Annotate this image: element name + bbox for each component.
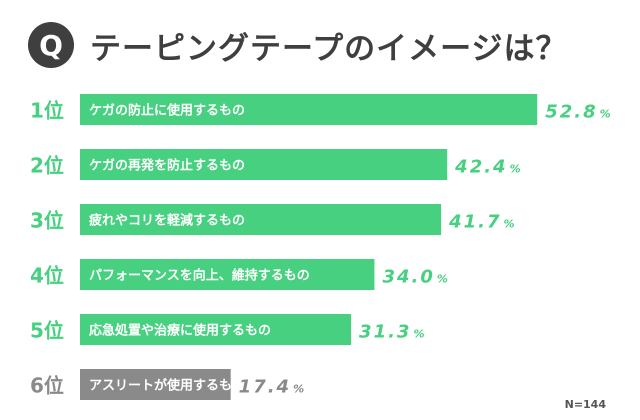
bar (80, 259, 375, 290)
bar (80, 204, 442, 235)
rank-label: 2位 (30, 154, 64, 178)
rank-label: 6位 (30, 374, 64, 398)
data-label: 42.4% (454, 157, 520, 178)
bar (80, 369, 231, 400)
question-badge: Q (28, 22, 74, 68)
chart-title: テーピングテープのイメージは？ (90, 30, 568, 67)
bar-category-label: パフォーマンスを向上、維持するもの (89, 268, 310, 284)
bar (80, 314, 352, 345)
bar (80, 149, 448, 180)
data-label: 52.8% (545, 102, 610, 123)
chart-header: Q テーピングテープのイメージは？ (28, 20, 568, 70)
bar-category-label: アスリートが使用するもの (89, 378, 245, 394)
rank-label: 1位 (30, 99, 64, 123)
sample-size: N=144 (564, 398, 606, 411)
data-label: 41.7% (448, 212, 514, 233)
data-label: 17.4% (239, 377, 304, 398)
data-label: 34.0% (382, 267, 447, 288)
bar-category-label: ケガの再発を防止するもの (89, 158, 245, 174)
data-label: 31.3% (359, 322, 424, 343)
bar-category-label: 応急処置や治療に使用するもの (89, 323, 271, 339)
rank-label: 5位 (30, 319, 64, 343)
bar-category-label: 疲れやコリを軽減するもの (89, 213, 245, 229)
rank-label: 3位 (30, 209, 64, 233)
rank-label: 4位 (30, 264, 64, 288)
bar-category-label: ケガの防止に使用するもの (89, 103, 245, 119)
bar (80, 94, 538, 125)
